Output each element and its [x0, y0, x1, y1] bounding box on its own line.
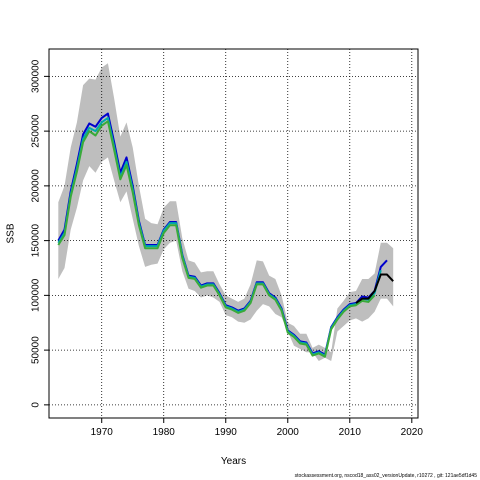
footer-credit: stockassessment.org, nscod18_ass02_versi… — [294, 473, 477, 479]
y-tick-label: 300000 — [31, 59, 42, 93]
y-tick-label: 150000 — [31, 223, 42, 257]
x-tick-label: 2000 — [277, 427, 300, 438]
x-tick-label: 2020 — [401, 427, 424, 438]
x-tick-label: 2010 — [339, 427, 362, 438]
y-tick-label: 50000 — [31, 336, 42, 364]
y-tick-label: 200000 — [31, 169, 42, 203]
y-axis-label: SSB — [6, 223, 17, 243]
axis-layer: 1970 1980 1990 2000 2010 2020 0 50000 100000 1500… — [31, 59, 424, 438]
y-tick-label: 0 — [31, 402, 42, 408]
x-tick-label: 1970 — [91, 427, 114, 438]
x-axis-label: Years — [221, 456, 246, 467]
x-tick-label: 1980 — [153, 427, 176, 438]
series-layer — [57, 112, 394, 358]
y-tick-label: 100000 — [31, 278, 42, 312]
series-line-3 — [57, 120, 376, 358]
plot-frame — [48, 48, 419, 419]
series-line-4 — [355, 273, 394, 304]
x-tick-label: 1990 — [215, 427, 238, 438]
y-tick-label: 250000 — [31, 114, 42, 148]
